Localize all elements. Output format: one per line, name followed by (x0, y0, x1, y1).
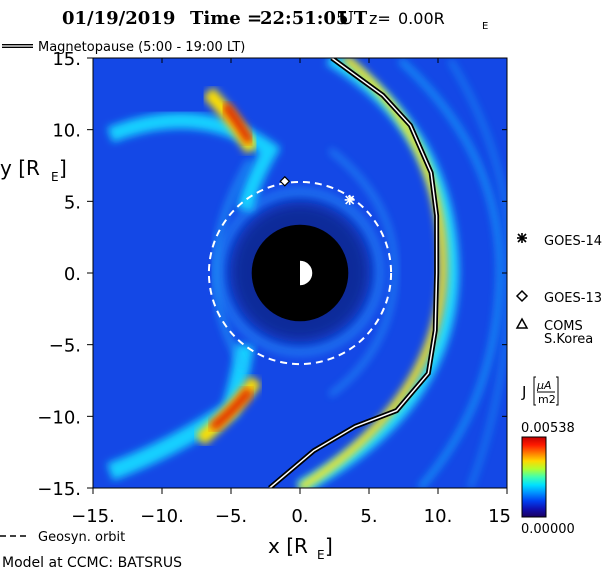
goes-14-legend: GOES-14 (517, 233, 602, 249)
lower-hotspot-red (209, 387, 254, 432)
colorbar-gradient (521, 436, 547, 518)
outer-band-2 (447, 58, 507, 488)
goes-13-diamond (279, 175, 291, 187)
x-axis-label-subscript: E (317, 548, 325, 562)
y-tick-label: 5. (64, 192, 81, 213)
x-tick-label: −5. (215, 506, 247, 527)
plot-area (93, 58, 507, 488)
y-axis-ticks: 15. 10. 5. 0. −5. −10. −15. (37, 49, 507, 500)
colorbar-label: J (521, 383, 526, 401)
nightside-arc (211, 158, 253, 372)
colorbar-unit-bottom: m2 (538, 393, 556, 406)
colorbar-min-label: 0.00000 (521, 522, 575, 537)
asterisk-icon (517, 233, 527, 243)
title-z-label: z= (369, 9, 391, 28)
coms-label: COMS (544, 319, 583, 334)
x-tick-label: 10. (424, 506, 453, 527)
x-axis-label-text: x [R (268, 534, 308, 558)
x-tick-label: 5. (360, 506, 377, 527)
y-tick-label: −10. (37, 407, 81, 428)
title-date: 01/19/2019 (62, 8, 175, 29)
y-tick-label: 0. (64, 264, 81, 285)
x-axis-ticks: −15. −10. −5. 0. 5. 10. 15 (71, 58, 511, 527)
goes-13-legend: GOES-13 (515, 289, 602, 306)
earth-day-night-icon (286, 259, 314, 287)
satellite-legend: GOES-14 GOES-13 COMS S.Korea (515, 233, 602, 347)
y-tick-label: −5. (49, 336, 81, 357)
y-tick-label: 15. (52, 49, 81, 70)
y-tick-label: 10. (52, 121, 81, 142)
y-axis-label: y [R E ] (0, 156, 67, 184)
goes-13-label: GOES-13 (544, 291, 602, 306)
geosyn-legend-label: Geosyn. orbit (38, 530, 125, 545)
x-tick-label: 15 (488, 506, 511, 527)
title-z-subscript: E (482, 21, 488, 32)
x-tick-label: 0. (291, 506, 308, 527)
magnetopause-line-inner (269, 58, 438, 488)
goes-14-marker (344, 194, 355, 205)
model-credit: Model at CCMC: BATSRUS (2, 555, 182, 571)
coms-country-label: S.Korea (544, 332, 593, 347)
colorbar-unit-top: μA (536, 379, 552, 392)
diamond-icon (515, 289, 529, 303)
upper-hotspot-red (221, 102, 254, 145)
goes-14-label: GOES-14 (544, 234, 602, 249)
title-time-label: Time = (190, 8, 262, 29)
geosynchronous-orbit (207, 180, 393, 366)
geosyn-legend: Geosyn. orbit (0, 530, 125, 545)
x-tick-label: −10. (140, 506, 184, 527)
outer-band-1 (397, 58, 504, 488)
goes-13-marker (279, 175, 291, 187)
chart-title: 01/19/2019 Time = 22:51:05 UT z= 0.00R E (62, 8, 488, 32)
y-axis-label-bracket: ] (59, 156, 67, 180)
colorbar: J μA m2 0.00538 0.00000 (521, 376, 575, 537)
x-axis-label-bracket: ] (325, 534, 333, 558)
title-time-unit: UT (338, 8, 368, 29)
ring-current (216, 188, 384, 356)
coms-legend: COMS S.Korea (515, 317, 593, 347)
title-z-value: 0.00R (398, 9, 445, 28)
x-tick-label: −15. (71, 506, 115, 527)
goes-14-asterisk-stroke (345, 195, 355, 205)
colorbar-max-label: 0.00538 (521, 421, 575, 436)
colorbar-unit-bracket-left (533, 376, 536, 406)
y-axis-label-text: y [R (0, 156, 40, 180)
magnetopause-legend-label: Magnetopause (5:00 - 19:00 LT) (38, 40, 245, 55)
magnetopause-legend: Magnetopause (5:00 - 19:00 LT) (2, 40, 245, 55)
x-axis-label: x [R E ] (268, 534, 333, 562)
inner-dayside-arc (328, 148, 398, 398)
colorbar-unit-bracket-right (556, 376, 559, 406)
y-tick-label: −15. (37, 479, 81, 500)
title-time-value: 22:51:05 (260, 8, 348, 29)
y-axis-label-subscript: E (51, 170, 59, 184)
upper-current-sheet (107, 112, 281, 212)
triangle-icon (515, 317, 529, 329)
